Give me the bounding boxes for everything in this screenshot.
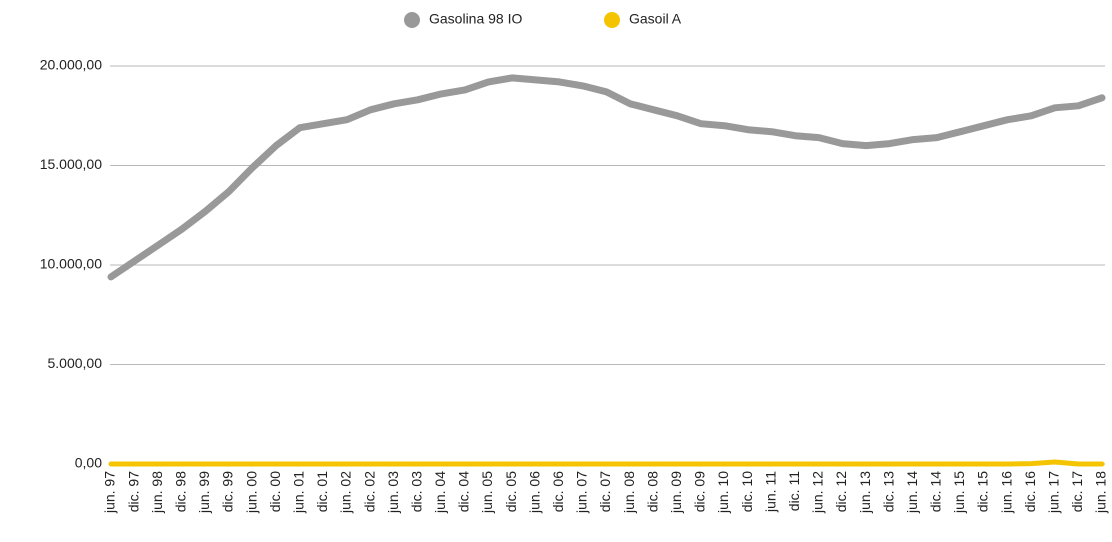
x-tick-label: jun. 11 <box>762 471 778 513</box>
y-tick-label: 10.000,00 <box>40 256 102 272</box>
x-tick-label: dic. 16 <box>1022 471 1038 512</box>
x-tick-label: jun. 15 <box>951 471 967 514</box>
x-tick-label: dic. 02 <box>361 471 377 512</box>
x-tick-label: jun. 09 <box>668 471 684 514</box>
x-tick-label: jun. 98 <box>149 471 165 514</box>
x-tick-label: jun. 14 <box>904 471 920 514</box>
x-tick-label: jun. 16 <box>998 471 1014 514</box>
legend-label: Gasoil A <box>629 11 682 27</box>
x-tick-label: jun. 01 <box>290 471 306 514</box>
x-tick-label: jun. 97 <box>102 471 118 514</box>
y-tick-label: 5.000,00 <box>48 355 103 371</box>
x-tick-label: jun. 05 <box>479 471 495 514</box>
x-tick-label: jun. 08 <box>621 471 637 514</box>
x-tick-label: dic. 99 <box>220 471 236 512</box>
x-tick-label: dic. 05 <box>503 471 519 512</box>
x-tick-label: jun. 06 <box>526 471 542 514</box>
x-tick-label: dic. 01 <box>314 471 330 512</box>
x-tick-label: dic. 06 <box>550 471 566 512</box>
x-tick-label: dic. 12 <box>833 471 849 512</box>
x-tick-label: dic. 08 <box>644 471 660 512</box>
x-tick-label: jun. 04 <box>432 471 448 514</box>
legend-label: Gasolina 98 IO <box>429 11 522 27</box>
x-tick-label: dic. 00 <box>267 471 283 512</box>
x-tick-label: dic. 13 <box>880 471 896 512</box>
legend-marker <box>404 12 420 28</box>
x-tick-label: jun. 18 <box>1093 471 1109 514</box>
x-tick-label: jun. 99 <box>196 471 212 514</box>
x-tick-label: jun. 12 <box>810 471 826 514</box>
x-tick-label: dic. 11 <box>786 471 802 511</box>
line-series <box>107 74 1106 281</box>
x-tick-label: dic. 17 <box>1069 471 1085 512</box>
x-tick-label: jun. 10 <box>715 471 731 514</box>
x-tick-label: dic. 09 <box>692 471 708 512</box>
x-tick-label: dic. 07 <box>597 471 613 512</box>
x-tick-label: jun. 17 <box>1046 471 1062 514</box>
x-tick-label: dic. 97 <box>125 471 141 512</box>
y-tick-label: 0,00 <box>75 455 102 471</box>
x-tick-label: jun. 02 <box>338 471 354 514</box>
y-tick-label: 15.000,00 <box>40 156 102 172</box>
x-tick-label: jun. 07 <box>574 471 590 514</box>
y-tick-label: 20.000,00 <box>40 57 102 73</box>
x-tick-label: jun. 13 <box>857 471 873 514</box>
x-tick-label: dic. 10 <box>739 471 755 512</box>
x-tick-label: dic. 04 <box>456 471 472 512</box>
x-tick-label: dic. 03 <box>408 471 424 512</box>
x-tick-label: dic. 15 <box>975 471 991 512</box>
x-tick-label: dic. 14 <box>928 471 944 512</box>
x-tick-label: jun. 00 <box>243 471 259 514</box>
line-series <box>108 459 1105 467</box>
x-tick-label: jun. 03 <box>385 471 401 514</box>
x-tick-label: dic. 98 <box>172 471 188 512</box>
legend-marker <box>604 12 620 28</box>
